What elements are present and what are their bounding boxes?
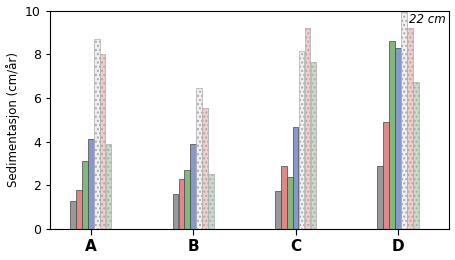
Bar [88,139,94,229]
Bar [287,177,293,229]
Bar [190,144,196,229]
Bar [100,54,106,229]
Bar [106,144,111,229]
Bar [172,194,178,229]
Bar [281,166,287,229]
Bar [389,41,395,229]
Bar [378,166,383,229]
Bar [202,108,208,229]
Bar [94,39,100,229]
Bar [395,48,401,229]
Bar [311,62,316,229]
Y-axis label: Sedimentasjon (cm/år): Sedimentasjon (cm/år) [5,52,20,187]
Bar [197,88,202,229]
Bar [184,170,190,229]
Text: 22 cm: 22 cm [409,13,445,26]
Bar [293,127,298,229]
Bar [401,12,407,229]
Bar [384,122,389,229]
Bar [275,191,281,229]
Bar [70,201,76,229]
Bar [305,28,310,229]
Bar [178,179,184,229]
Bar [299,51,304,229]
Bar [413,82,419,229]
Bar [76,190,82,229]
Bar [82,161,88,229]
Bar [208,174,214,229]
Bar [407,28,413,229]
